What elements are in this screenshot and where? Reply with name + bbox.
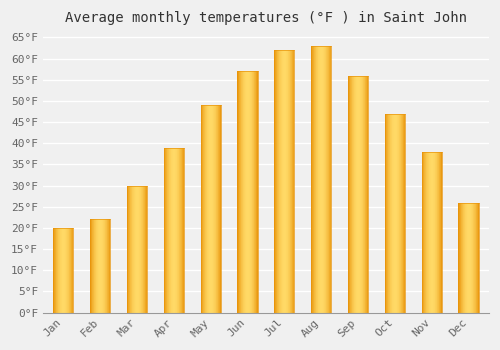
- Title: Average monthly temperatures (°F ) in Saint John: Average monthly temperatures (°F ) in Sa…: [65, 11, 467, 25]
